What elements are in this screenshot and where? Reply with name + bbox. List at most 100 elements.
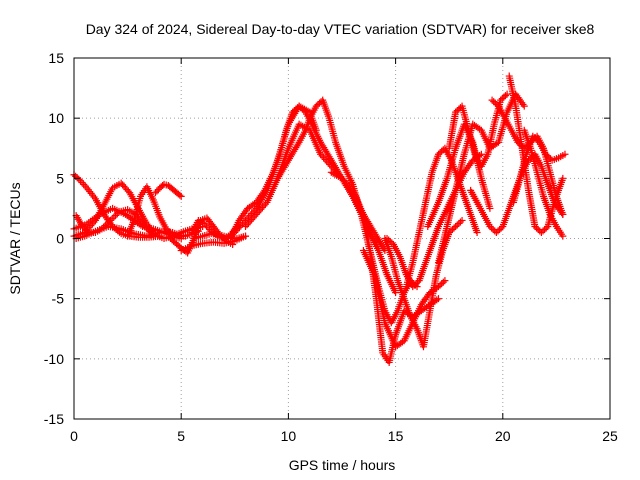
data-point	[491, 99, 499, 107]
data-point	[78, 179, 86, 187]
y-tick-label: 5	[56, 170, 64, 186]
data-point	[500, 93, 508, 101]
data-point	[392, 289, 400, 297]
data-point	[142, 224, 150, 232]
y-tick-label: 0	[56, 231, 64, 247]
data-point	[455, 219, 463, 227]
data-point	[165, 228, 173, 236]
data-point	[79, 222, 87, 230]
data-point	[497, 96, 505, 104]
data-point	[520, 102, 528, 110]
data-point	[341, 178, 349, 186]
data-point	[498, 95, 506, 103]
data-point	[317, 150, 325, 158]
x-tick-label: 0	[70, 428, 78, 444]
data-point	[344, 181, 352, 189]
data-point	[533, 224, 541, 232]
data-point	[534, 137, 542, 145]
data-point	[547, 155, 555, 163]
data-point	[412, 280, 420, 288]
data-point	[248, 216, 256, 224]
y-tick-label: -15	[44, 411, 64, 427]
data-point	[315, 99, 323, 107]
data-point	[530, 134, 538, 142]
data-point	[235, 223, 243, 231]
data-point	[141, 222, 149, 230]
data-point	[434, 283, 442, 291]
data-point	[323, 157, 331, 165]
data-point	[561, 150, 569, 158]
data-point	[255, 207, 263, 215]
chart-title: Day 324 of 2024, Sidereal Day-to-day VTE…	[86, 21, 595, 37]
data-point	[388, 239, 396, 247]
data-point	[383, 235, 391, 242]
data-point	[312, 126, 320, 134]
data-point	[249, 214, 257, 222]
data-point	[338, 174, 346, 182]
data-point	[321, 155, 329, 163]
y-tick-label: -5	[52, 291, 65, 307]
x-tick-label: 25	[602, 428, 618, 444]
data-point	[542, 150, 550, 158]
data-point	[455, 105, 463, 113]
data-point	[242, 222, 250, 230]
data-point	[501, 92, 509, 100]
data-point	[347, 185, 355, 193]
data-point	[112, 211, 120, 219]
data-point	[494, 227, 502, 235]
data-point	[409, 283, 417, 291]
x-tick-label: 5	[177, 428, 185, 444]
data-point	[410, 281, 418, 289]
data-point	[541, 225, 549, 233]
data-point	[534, 225, 542, 233]
data-point	[519, 100, 527, 108]
data-point	[258, 204, 266, 212]
data-point	[492, 228, 500, 236]
y-tick-label: -10	[44, 351, 64, 367]
data-point	[243, 221, 251, 229]
x-tick-label: 20	[495, 428, 511, 444]
data-point	[488, 96, 496, 104]
data-point	[312, 102, 320, 110]
data-point	[486, 222, 494, 230]
data-point	[254, 209, 262, 217]
data-point	[448, 225, 456, 233]
data-point	[414, 278, 422, 286]
data-point	[245, 219, 253, 227]
data-point	[234, 225, 242, 233]
data-point	[346, 183, 354, 191]
x-tick-label: 15	[388, 428, 404, 444]
data-point	[324, 159, 332, 167]
data-point	[489, 225, 497, 233]
data-point	[326, 161, 334, 169]
data-point	[486, 204, 494, 212]
data-point	[327, 162, 335, 170]
data-point	[529, 132, 537, 140]
x-axis-label: GPS time / hours	[289, 457, 396, 473]
series-track-17	[359, 247, 449, 351]
axes: 0 5 10 15 20 25 -15 -10 -5 0 5 10 15	[44, 50, 618, 444]
data-point	[231, 228, 239, 236]
y-tick-label: 15	[48, 50, 64, 66]
grid	[74, 58, 610, 419]
data-point	[559, 174, 567, 182]
data-point	[144, 226, 152, 234]
data-point	[246, 217, 254, 225]
data-point	[436, 149, 444, 157]
data-point	[181, 232, 189, 240]
y-axis-label: SDTVAR / TECUs	[7, 182, 23, 294]
series-track-26	[505, 72, 567, 236]
data-point	[450, 224, 458, 232]
data-point	[113, 210, 121, 218]
data-point	[453, 107, 461, 115]
series-track-28	[520, 126, 567, 240]
data-point	[73, 174, 81, 182]
data-point	[452, 108, 460, 116]
data-point	[260, 202, 268, 210]
data-point	[320, 154, 328, 162]
data-point	[477, 150, 485, 158]
series-track-07	[151, 180, 185, 200]
data-point	[473, 228, 481, 236]
data-point	[497, 224, 505, 232]
